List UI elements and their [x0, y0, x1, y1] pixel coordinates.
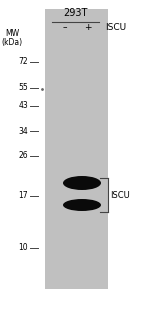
Text: –: –	[63, 23, 67, 32]
Text: 293T: 293T	[63, 8, 87, 18]
Text: 26: 26	[18, 151, 28, 160]
Text: 55: 55	[18, 83, 28, 92]
Bar	[45, 9, 108, 289]
Text: 34: 34	[18, 126, 28, 136]
Text: (kDa): (kDa)	[2, 37, 22, 46]
Text: 72: 72	[18, 57, 28, 66]
Text: MW: MW	[5, 28, 19, 37]
Text: ISCU: ISCU	[105, 23, 126, 32]
Text: 43: 43	[18, 101, 28, 111]
Text: 17: 17	[18, 192, 28, 201]
Ellipse shape	[63, 176, 101, 190]
Ellipse shape	[63, 199, 101, 211]
Text: 10: 10	[18, 243, 28, 252]
Text: +: +	[84, 23, 92, 32]
Text: ISCU: ISCU	[110, 191, 130, 200]
